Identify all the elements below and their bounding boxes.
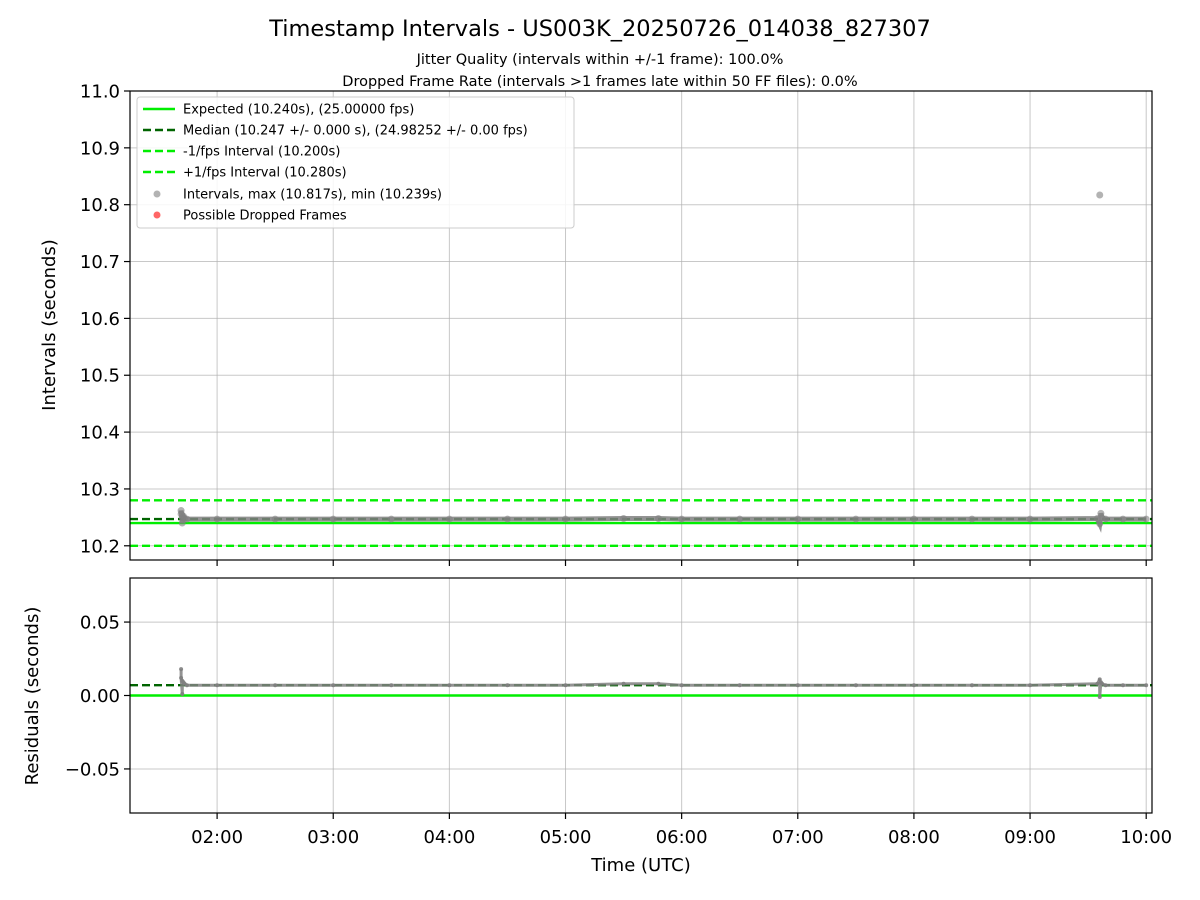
chart-subtitle-jitter: Jitter Quality (intervals within +/-1 fr… bbox=[416, 52, 784, 68]
top-data-point bbox=[445, 515, 453, 523]
top-y-tick-label: 10.6 bbox=[80, 309, 120, 330]
top-data-point bbox=[852, 515, 860, 523]
x-tick-label: 04:00 bbox=[423, 827, 475, 848]
top-data-point bbox=[329, 515, 337, 523]
bottom-reference-lines bbox=[130, 684, 1152, 697]
bottom-y-ticks: −0.05 0.00 0.05 bbox=[65, 613, 130, 780]
top-y-tick-label: 10.4 bbox=[80, 423, 120, 444]
bot-data-point bbox=[795, 683, 800, 688]
bot-data-point bbox=[563, 683, 568, 688]
bot-series-line bbox=[179, 669, 1147, 698]
bot-data-point bbox=[184, 683, 189, 688]
x-tick-label: 08:00 bbox=[888, 827, 940, 848]
bot-data-point bbox=[331, 683, 336, 688]
bottom-residual-points bbox=[179, 667, 1149, 699]
top-y-tick-label: 11.0 bbox=[80, 82, 120, 103]
top-x-ticks bbox=[216, 560, 1147, 566]
top-y-tick-label: 10.5 bbox=[80, 366, 120, 387]
top-data-point bbox=[1026, 515, 1034, 523]
top-data-point bbox=[678, 515, 686, 523]
top-data-point bbox=[183, 515, 191, 523]
bottom-y-axis-label: Residuals (seconds) bbox=[22, 607, 43, 786]
legend-label-lower: -1/fps Interval (10.200s) bbox=[183, 145, 340, 160]
legend-label-upper: +1/fps Interval (10.280s) bbox=[183, 166, 347, 181]
x-tick-label: 07:00 bbox=[772, 827, 824, 848]
top-data-point bbox=[271, 515, 279, 523]
top-reference-lines bbox=[130, 499, 1152, 547]
top-data-point bbox=[1096, 520, 1104, 528]
legend-swatch-intervals bbox=[153, 190, 161, 198]
chart-title: Timestamp Intervals - US003K_20250726_01… bbox=[268, 16, 931, 42]
bot-data-point bbox=[853, 683, 858, 688]
top-y-tick-label: 10.7 bbox=[80, 252, 120, 273]
bot-data-point bbox=[273, 683, 278, 688]
x-tick-label: 02:00 bbox=[191, 827, 243, 848]
bot-data-point bbox=[215, 683, 220, 688]
bot-data-point bbox=[389, 683, 394, 688]
top-y-tick-label: 10.2 bbox=[80, 536, 120, 557]
top-data-point bbox=[562, 515, 570, 523]
bot-y-tick-label: 0.05 bbox=[80, 613, 120, 634]
top-y-tick-label: 10.3 bbox=[80, 479, 120, 500]
top-series-line bbox=[178, 510, 1147, 533]
top-axes-frame bbox=[129, 90, 1153, 561]
bot-y-tick-label: −0.05 bbox=[65, 759, 120, 780]
top-data-point bbox=[794, 515, 802, 523]
top-y-ticks: 10.2 10.3 10.4 10.5 10.6 10.7 10.8 10.9 11.0 bbox=[80, 82, 130, 557]
bot-data-point bbox=[1100, 681, 1105, 686]
top-data-point bbox=[1096, 191, 1104, 199]
bot-data-point bbox=[1144, 683, 1149, 688]
bot-data-point bbox=[911, 683, 916, 688]
legend-box bbox=[136, 96, 575, 229]
bottom-x-ticks: 02:00 03:00 04:00 05:00 06:00 07:00 08:00 09:00… bbox=[191, 813, 1172, 848]
legend-label-intervals: Intervals, max (10.817s), min (10.239s) bbox=[183, 188, 442, 203]
x-tick-label: 10:00 bbox=[1120, 827, 1172, 848]
top-data-point bbox=[1102, 515, 1110, 523]
top-data-point bbox=[177, 507, 185, 515]
top-data-point bbox=[968, 515, 976, 523]
bot-data-point bbox=[969, 683, 974, 688]
bot-data-point bbox=[1095, 681, 1100, 686]
bot-data-point bbox=[656, 681, 661, 686]
bot-data-point bbox=[1028, 683, 1033, 688]
legend: Expected (10.240s), (25.00000 fps) Media… bbox=[136, 96, 575, 229]
x-tick-label: 09:00 bbox=[1004, 827, 1056, 848]
chart-subtitle-dropped: Dropped Frame Rate (intervals >1 frames … bbox=[342, 74, 857, 90]
top-interval-points bbox=[177, 191, 1150, 533]
bot-data-point bbox=[1097, 694, 1102, 699]
bot-data-point bbox=[505, 683, 510, 688]
top-y-tick-label: 10.8 bbox=[80, 195, 120, 216]
bot-data-point bbox=[621, 681, 626, 686]
bot-y-tick-label: 0.00 bbox=[80, 686, 120, 707]
legend-label-expected: Expected (10.240s), (25.00000 fps) bbox=[183, 103, 414, 118]
bot-data-point bbox=[180, 692, 185, 697]
bot-data-point bbox=[737, 683, 742, 688]
bot-data-point bbox=[447, 683, 452, 688]
top-data-point bbox=[910, 515, 918, 523]
top-data-point bbox=[503, 515, 511, 523]
top-data-point bbox=[736, 515, 744, 523]
x-tick-label: 03:00 bbox=[307, 827, 359, 848]
bot-data-point bbox=[179, 667, 184, 672]
bot-data-point bbox=[679, 683, 684, 688]
legend-swatch-dropped bbox=[153, 211, 161, 219]
x-tick-label: 05:00 bbox=[540, 827, 592, 848]
x-axis-label: Time (UTC) bbox=[590, 855, 691, 876]
top-data-point bbox=[1119, 515, 1127, 523]
top-data-point bbox=[213, 515, 221, 523]
top-data-point bbox=[620, 515, 628, 523]
bot-data-point bbox=[1120, 683, 1125, 688]
bot-data-point bbox=[1103, 683, 1108, 688]
x-tick-label: 06:00 bbox=[656, 827, 708, 848]
legend-label-dropped: Possible Dropped Frames bbox=[183, 209, 347, 224]
legend-label-median: Median (10.247 +/- 0.000 s), (24.98252 +… bbox=[183, 124, 528, 139]
top-y-tick-label: 10.9 bbox=[80, 138, 120, 159]
top-data-point bbox=[1142, 515, 1150, 523]
top-y-axis-label: Intervals (seconds) bbox=[39, 239, 60, 411]
top-data-point bbox=[654, 515, 662, 523]
top-data-point bbox=[387, 515, 395, 523]
